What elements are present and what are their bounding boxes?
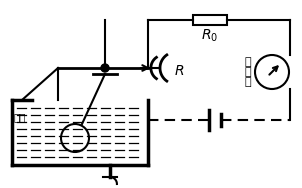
Text: 油: 油	[244, 57, 251, 67]
Text: 表: 表	[244, 77, 251, 87]
Text: 量: 量	[244, 67, 251, 77]
Circle shape	[255, 55, 289, 89]
Text: 浮球: 浮球	[14, 112, 27, 122]
Circle shape	[101, 64, 109, 72]
Text: $R$: $R$	[174, 64, 184, 78]
Bar	[193, 15, 227, 25]
Circle shape	[61, 124, 89, 152]
Text: $R_0$: $R_0$	[201, 28, 219, 44]
